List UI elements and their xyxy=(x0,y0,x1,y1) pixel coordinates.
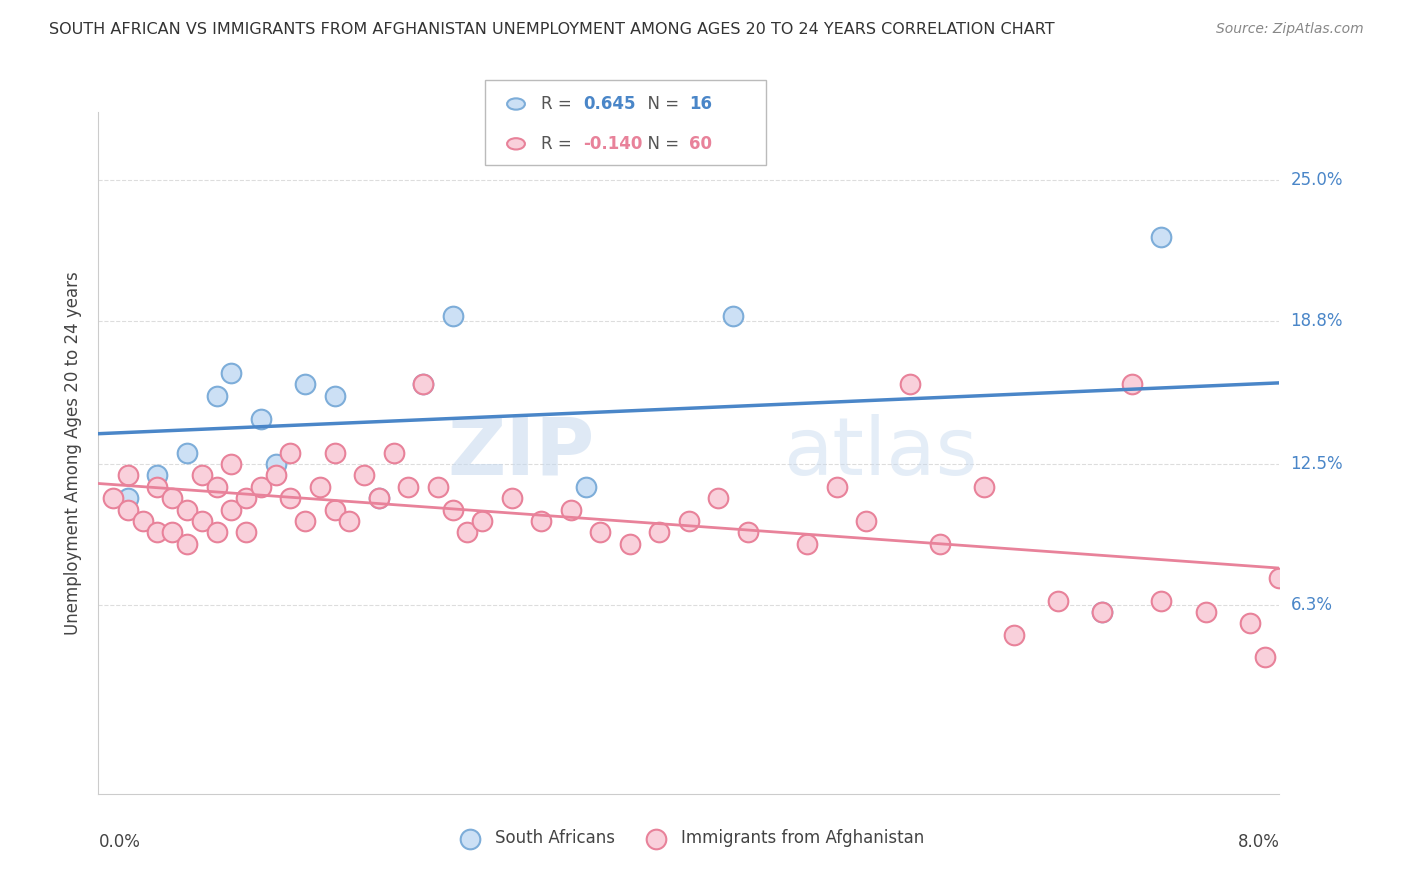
Point xyxy=(323,389,346,403)
Point xyxy=(707,491,730,505)
Text: 8.0%: 8.0% xyxy=(1237,833,1279,851)
Point xyxy=(221,502,243,516)
Text: 0.0%: 0.0% xyxy=(98,833,141,851)
Point xyxy=(339,514,361,528)
Point xyxy=(323,446,346,460)
Point xyxy=(723,310,745,324)
Point xyxy=(412,377,434,392)
Point xyxy=(162,491,183,505)
Text: 12.5%: 12.5% xyxy=(1291,455,1343,473)
Text: N =: N = xyxy=(637,95,685,113)
Point xyxy=(560,502,582,516)
Point xyxy=(382,446,405,460)
Point xyxy=(221,457,243,471)
Point xyxy=(146,480,169,494)
Point xyxy=(250,411,273,425)
Text: 25.0%: 25.0% xyxy=(1291,170,1343,189)
Text: ZIP: ZIP xyxy=(447,414,595,491)
Text: R =: R = xyxy=(541,95,578,113)
Point xyxy=(1195,605,1218,619)
Text: 6.3%: 6.3% xyxy=(1291,596,1333,614)
Text: 16: 16 xyxy=(689,95,711,113)
Text: atlas: atlas xyxy=(783,414,977,491)
Point xyxy=(117,502,139,516)
Legend: South Africans, Immigrants from Afghanistan: South Africans, Immigrants from Afghanis… xyxy=(447,822,931,854)
Point xyxy=(825,480,848,494)
Text: 0.645: 0.645 xyxy=(583,95,636,113)
Point xyxy=(368,491,391,505)
Point xyxy=(205,389,228,403)
Point xyxy=(280,491,302,505)
Point xyxy=(264,468,287,483)
Y-axis label: Unemployment Among Ages 20 to 24 years: Unemployment Among Ages 20 to 24 years xyxy=(63,271,82,634)
Point xyxy=(235,491,257,505)
Point xyxy=(294,377,316,392)
Point xyxy=(250,480,273,494)
Point xyxy=(309,480,332,494)
Point xyxy=(900,377,922,392)
Point xyxy=(146,525,169,540)
Text: 18.8%: 18.8% xyxy=(1291,312,1343,330)
Point xyxy=(441,310,464,324)
Point xyxy=(205,525,228,540)
Point xyxy=(441,502,464,516)
Point xyxy=(412,377,434,392)
Point xyxy=(117,468,139,483)
Point xyxy=(457,525,479,540)
Point xyxy=(205,480,228,494)
Point xyxy=(1239,616,1261,631)
Point xyxy=(619,537,641,551)
Point xyxy=(1150,229,1173,244)
Point xyxy=(146,468,169,483)
Point xyxy=(191,514,214,528)
Point xyxy=(264,457,287,471)
Point xyxy=(191,468,214,483)
Point xyxy=(427,480,450,494)
Point xyxy=(280,446,302,460)
Point xyxy=(1268,571,1291,585)
Point xyxy=(1046,593,1070,607)
Point xyxy=(176,537,198,551)
Point xyxy=(176,446,198,460)
Point xyxy=(929,537,952,551)
Point xyxy=(1254,650,1277,665)
Point xyxy=(294,514,316,528)
Point xyxy=(353,468,375,483)
Point xyxy=(398,480,420,494)
Text: Source: ZipAtlas.com: Source: ZipAtlas.com xyxy=(1216,22,1364,37)
Point xyxy=(1091,605,1114,619)
Point xyxy=(589,525,612,540)
Point xyxy=(132,514,155,528)
Point xyxy=(117,491,139,505)
Point xyxy=(678,514,700,528)
Point xyxy=(973,480,995,494)
Point xyxy=(855,514,877,528)
Text: R =: R = xyxy=(541,135,578,153)
Point xyxy=(530,514,553,528)
Point xyxy=(162,525,183,540)
Point xyxy=(575,480,598,494)
Point xyxy=(501,491,523,505)
Point xyxy=(176,502,198,516)
Point xyxy=(1002,628,1025,642)
Point xyxy=(1091,605,1114,619)
Point xyxy=(737,525,759,540)
Text: 60: 60 xyxy=(689,135,711,153)
Point xyxy=(1121,377,1143,392)
Point xyxy=(235,525,257,540)
Point xyxy=(471,514,494,528)
Text: SOUTH AFRICAN VS IMMIGRANTS FROM AFGHANISTAN UNEMPLOYMENT AMONG AGES 20 TO 24 YE: SOUTH AFRICAN VS IMMIGRANTS FROM AFGHANI… xyxy=(49,22,1054,37)
Point xyxy=(221,366,243,380)
Point xyxy=(323,502,346,516)
Text: -0.140: -0.140 xyxy=(583,135,643,153)
Point xyxy=(796,537,818,551)
Point xyxy=(368,491,391,505)
Point xyxy=(648,525,671,540)
Point xyxy=(1150,593,1173,607)
Text: N =: N = xyxy=(637,135,685,153)
Point xyxy=(103,491,125,505)
